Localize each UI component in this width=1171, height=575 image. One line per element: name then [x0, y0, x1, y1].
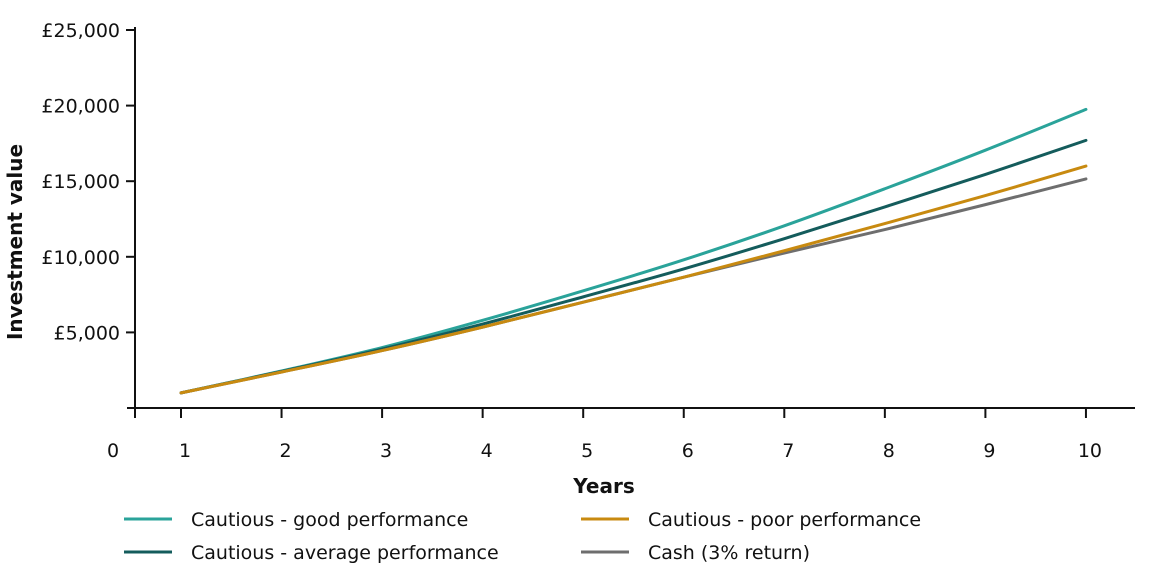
x-tick-label: 6 — [682, 440, 694, 462]
series-line-cash-3-return — [179, 177, 1088, 395]
x-tick-label: 0 — [107, 440, 119, 462]
series-line-cautious-poor-performance — [179, 164, 1088, 395]
axes: £5,000 £10,000 £15,000 £20,000 £25,000 0 1 2 3 4 5… — [41, 20, 1135, 462]
y-tick-label: £20,000 — [41, 96, 120, 118]
legend: Cautious - good performance Cautious - av… — [124, 509, 921, 564]
legend-item: Cautious - average performance — [124, 542, 499, 564]
series-line-cautious-average-performance — [179, 138, 1088, 395]
x-tick-label: 9 — [983, 440, 995, 462]
y-tick-label: £25,000 — [41, 20, 120, 42]
y-tick-label: £10,000 — [41, 247, 120, 269]
x-tick-label: 4 — [481, 440, 493, 462]
x-tick-label: 5 — [581, 440, 593, 462]
x-tick-label: 8 — [883, 440, 895, 462]
series-line-cautious-good-performance — [179, 107, 1088, 395]
y-tick-label: £15,000 — [41, 171, 120, 193]
legend-label: Cash (3% return) — [648, 542, 810, 564]
legend-label: Cautious - good performance — [191, 509, 468, 531]
series-lines — [179, 107, 1088, 395]
legend-item: Cautious - good performance — [124, 509, 468, 531]
x-tick-label: 10 — [1078, 440, 1102, 462]
x-tick-label: 2 — [280, 440, 292, 462]
legend-label: Cautious - poor performance — [648, 509, 921, 531]
y-tick-label: £5,000 — [54, 322, 120, 344]
x-tick-label: 3 — [380, 440, 392, 462]
legend-label: Cautious - average performance — [191, 542, 499, 564]
y-axis-title: Investment value — [3, 144, 27, 340]
x-tick-label: 1 — [179, 440, 191, 462]
legend-item: Cash (3% return) — [581, 542, 810, 564]
legend-item: Cautious - poor performance — [581, 509, 921, 531]
x-tick-label: 7 — [782, 440, 794, 462]
x-axis-title: Years — [572, 474, 634, 498]
